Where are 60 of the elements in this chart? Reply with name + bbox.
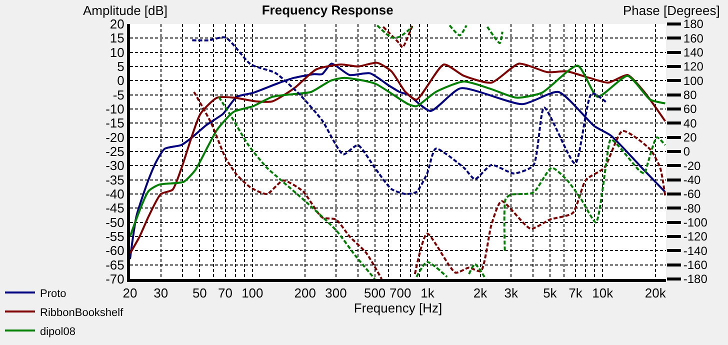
y2-tick-label: 80 — [683, 88, 698, 102]
y-tick-label: -20 — [106, 130, 124, 145]
y-tick-label: 5 — [117, 59, 124, 74]
x-tick-label: 200 — [294, 286, 316, 301]
y-tick-label: 0 — [117, 73, 124, 88]
x-tick-label: 700 — [390, 286, 412, 301]
y-tick-label: -30 — [106, 158, 124, 174]
y2-tick-label: 100 — [683, 74, 704, 88]
y2-tick-label: 160 — [683, 31, 704, 46]
x-tick-label: 3k — [504, 286, 518, 301]
y2-tick-label: -100 — [683, 216, 708, 230]
y2-tick-label: 20 — [683, 130, 698, 145]
y-tick-label: -50 — [106, 214, 124, 230]
x-tick-label: 300 — [325, 286, 347, 301]
y-tick-label: 15 — [110, 30, 124, 46]
y-tick-label: -35 — [106, 172, 124, 188]
y2-tick-label: 140 — [683, 46, 704, 60]
x-tick-label: 70 — [218, 286, 233, 301]
y-tick-label: -25 — [106, 144, 124, 160]
x-axis-title: Frequency [Hz] — [354, 300, 442, 316]
x-tick-label: 10k — [592, 286, 614, 301]
y2-axis-title: Phase [Degrees] — [623, 3, 720, 18]
x-tick-label: 500 — [364, 286, 386, 301]
y-tick-label: -60 — [106, 243, 124, 258]
legend-label: RibbonBookshelf — [40, 306, 124, 319]
y2-tick-label: -40 — [683, 173, 702, 188]
y2-tick-label: 40 — [683, 116, 698, 130]
y2-tick-label: -160 — [683, 258, 708, 272]
x-tick-label: 5k — [543, 286, 558, 301]
y2-tick-label: -20 — [683, 158, 702, 173]
chart-title: Frequency Response — [262, 2, 394, 18]
y2-tick-label: 120 — [683, 60, 704, 74]
x-tick-label: 100 — [242, 286, 264, 301]
y-axis-title: Amplitude [dB] — [83, 3, 168, 18]
y2-tick-label: -140 — [683, 244, 708, 258]
x-tick-label: 1k — [420, 286, 435, 301]
y2-tick-label: 0 — [683, 144, 690, 159]
y2-tick-label: -180 — [683, 272, 708, 286]
y-tick-label: 10 — [110, 44, 124, 60]
x-tick-label: 20k — [644, 286, 666, 301]
legend-label: dipol08 — [40, 326, 76, 338]
y-tick-label: -65 — [106, 257, 124, 272]
y2-tick-label: -120 — [683, 230, 708, 244]
x-tick-label: 7k — [568, 286, 583, 301]
y-tick-label: -10 — [106, 102, 124, 117]
legend-label: Proto — [40, 288, 66, 300]
x-tick-label: 30 — [154, 286, 168, 301]
y2-tick-label: 180 — [683, 17, 704, 32]
y-tick-label: 20 — [110, 16, 124, 32]
y2-tick-label: -80 — [683, 201, 702, 216]
y-tick-label: -45 — [106, 200, 124, 216]
y-tick-label: -40 — [106, 186, 124, 202]
y-tick-label: -55 — [106, 229, 124, 244]
y-tick-label: -15 — [106, 116, 124, 131]
x-tick-label: 2k — [473, 286, 488, 301]
y2-tick-label: -60 — [683, 187, 702, 202]
y2-tick-label: 60 — [683, 102, 698, 116]
y-tick-label: -5 — [112, 87, 124, 102]
y-tick-label: -70 — [106, 272, 124, 287]
x-tick-label: 50 — [192, 286, 207, 301]
